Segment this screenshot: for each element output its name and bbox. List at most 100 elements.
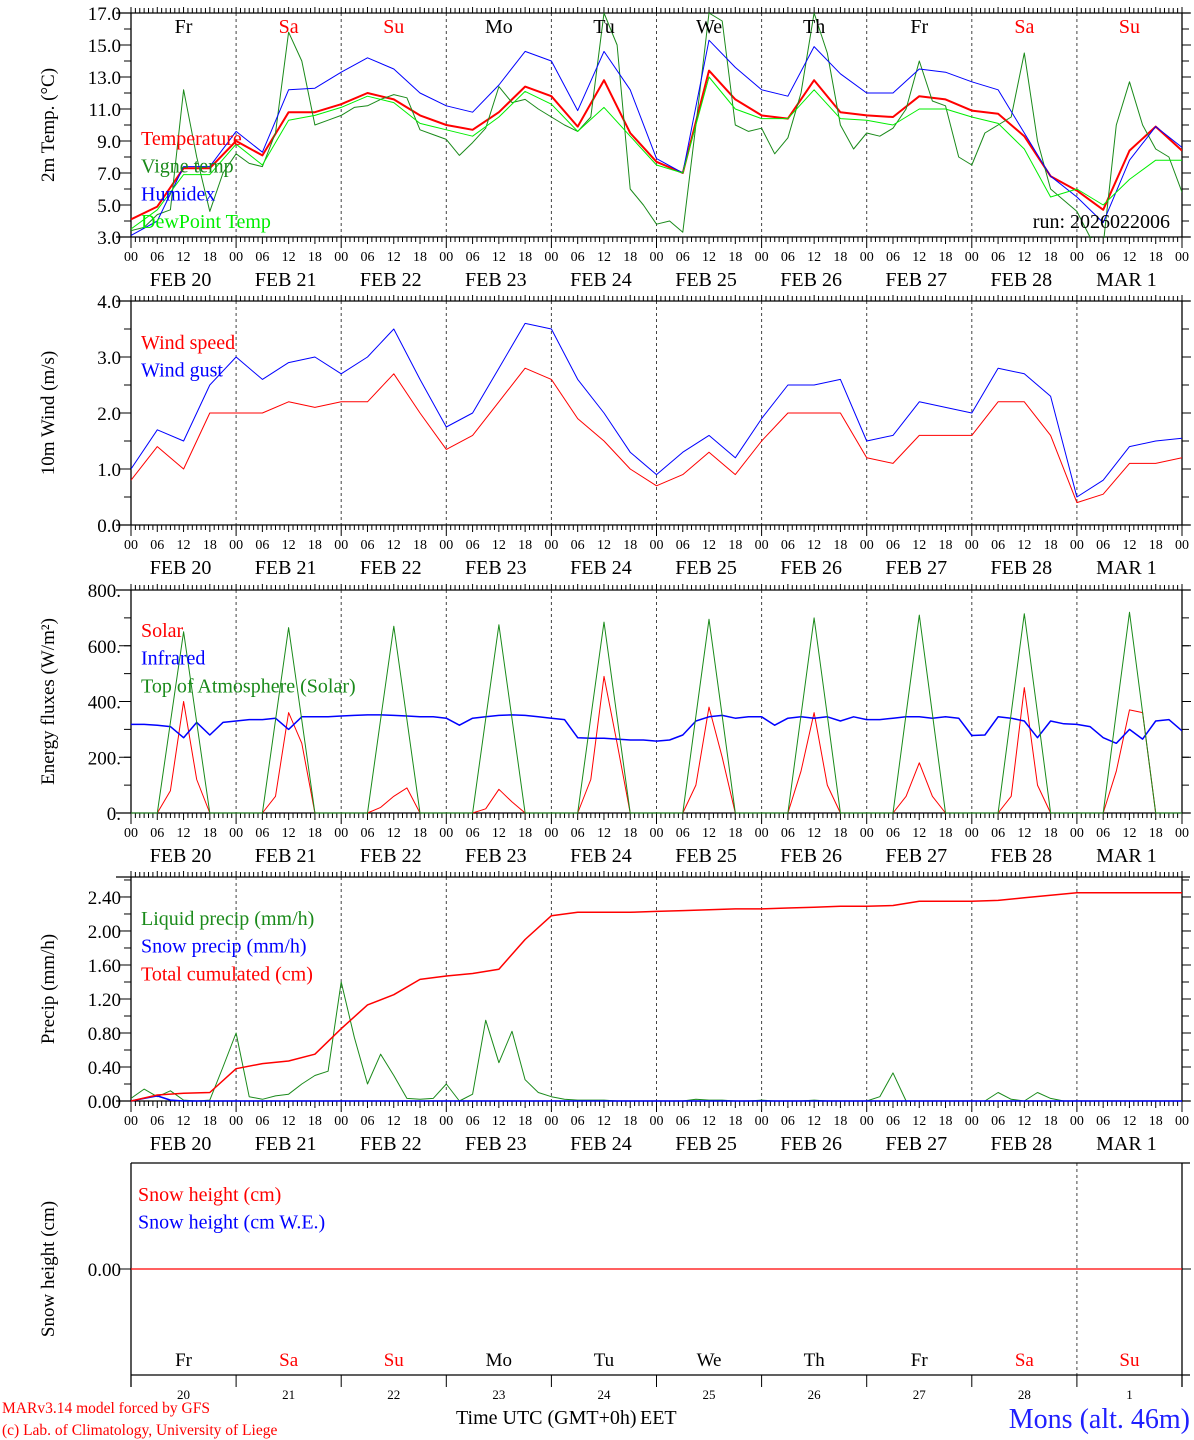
x-hour-label: 12 bbox=[387, 250, 401, 265]
day-number: 24 bbox=[597, 1387, 611, 1402]
x-hour-label: 06 bbox=[466, 250, 480, 265]
x-hour-label: 18 bbox=[833, 538, 847, 553]
x-hour-label: 06 bbox=[781, 538, 795, 553]
day-number: 23 bbox=[492, 1387, 505, 1402]
run-annotation: run: 2026022006 bbox=[1033, 211, 1170, 233]
x-hour-label: 00 bbox=[124, 538, 138, 553]
x-date-label: MAR 1 bbox=[1096, 845, 1157, 867]
x-hour-label: 18 bbox=[308, 1114, 322, 1129]
x-hour-label: 00 bbox=[334, 1114, 348, 1129]
top-day-label: Mo bbox=[485, 16, 513, 38]
day-label: Sa bbox=[279, 1350, 299, 1371]
series-line-vigne-temp bbox=[131, 12, 1182, 238]
x-hour-label: 12 bbox=[282, 826, 296, 841]
x-hour-label: 06 bbox=[676, 250, 690, 265]
panel-precip-mm-h: 00 06 12 18 FEB 20 00 06 12 18 FEB 21 00 06 12 18 FEB … bbox=[38, 871, 1191, 1155]
x-date-label: FEB 28 bbox=[991, 845, 1053, 867]
day-label: Tu bbox=[594, 1350, 615, 1371]
x-hour-label: 18 bbox=[413, 826, 427, 841]
legend-liquid-precip-mm-h: Liquid precip (mm/h) bbox=[141, 908, 314, 930]
y-tick-label: 0.0 bbox=[97, 516, 121, 537]
legend-wind-gust: Wind gust bbox=[141, 360, 223, 382]
series-line-wind-speed bbox=[131, 367, 1182, 504]
x-hour-label: 00 bbox=[439, 250, 453, 265]
x-hour-label: 00 bbox=[860, 250, 874, 265]
x-hour-label: 12 bbox=[597, 538, 611, 553]
top-day-label: We bbox=[696, 16, 722, 38]
x-hour-label: 12 bbox=[807, 250, 821, 265]
x-hour-label: 06 bbox=[571, 538, 585, 553]
day-number: 1 bbox=[1126, 1387, 1133, 1402]
x-hour-label: 12 bbox=[177, 538, 191, 553]
x-hour-label: 06 bbox=[150, 250, 164, 265]
x-date-label: FEB 21 bbox=[255, 1133, 317, 1155]
x-hour-label: 06 bbox=[991, 538, 1005, 553]
x-hour-label: 00 bbox=[650, 250, 664, 265]
day-number: 26 bbox=[808, 1387, 822, 1402]
x-hour-label: 00 bbox=[439, 538, 453, 553]
day-label: Fr bbox=[911, 1350, 929, 1371]
x-date-label: FEB 25 bbox=[675, 557, 737, 579]
x-hour-label: 00 bbox=[229, 250, 243, 265]
x-hour-label: 12 bbox=[492, 826, 506, 841]
x-hour-label: 12 bbox=[1017, 250, 1031, 265]
x-date-label: FEB 26 bbox=[780, 557, 842, 579]
x-hour-label: 18 bbox=[518, 250, 532, 265]
x-hour-label: 06 bbox=[991, 250, 1005, 265]
x-hour-label: 18 bbox=[1149, 826, 1163, 841]
top-day-label: Sa bbox=[1014, 16, 1034, 38]
x-hour-label: 00 bbox=[1175, 826, 1189, 841]
x-hour-label: 00 bbox=[965, 538, 979, 553]
y-axis-label: 10m Wind (m/s) bbox=[38, 351, 59, 476]
y-axis-label: Energy fluxes (W/m²) bbox=[38, 618, 59, 785]
x-hour-label: 18 bbox=[939, 826, 953, 841]
x-hour-label: 12 bbox=[912, 250, 926, 265]
x-date-label: FEB 24 bbox=[570, 1133, 632, 1155]
x-hour-label: 12 bbox=[912, 826, 926, 841]
x-date-label: FEB 25 bbox=[675, 845, 737, 867]
x-hour-label: 18 bbox=[518, 1114, 532, 1129]
x-hour-label: 00 bbox=[1070, 826, 1084, 841]
y-axis-label: 2m Temp. (°C) bbox=[38, 68, 59, 182]
y-tick-label: 1.0 bbox=[97, 460, 121, 481]
x-hour-label: 18 bbox=[203, 538, 217, 553]
x-hour-label: 12 bbox=[702, 826, 716, 841]
x-hour-label: 06 bbox=[886, 538, 900, 553]
x-hour-label: 18 bbox=[833, 826, 847, 841]
y-tick-label: 15.0 bbox=[88, 36, 121, 57]
x-hour-label: 06 bbox=[360, 538, 374, 553]
x-date-label: FEB 27 bbox=[885, 845, 947, 867]
series-line-infrared bbox=[131, 714, 1182, 745]
x-hour-label: 06 bbox=[255, 826, 269, 841]
x-hour-label: 18 bbox=[1149, 538, 1163, 553]
x-hour-label: 00 bbox=[755, 826, 769, 841]
series-line-total-cumulated-cm bbox=[131, 891, 1182, 1102]
y-tick-label: 400. bbox=[88, 693, 121, 714]
x-hour-label: 12 bbox=[912, 538, 926, 553]
panel-snow-height-cm: Fr 20 Sa 21 Su 22 Mo 23 Tu 24 We 25 Th 26 Fr 27 Sa 28 Su 1 0… bbox=[38, 1162, 1191, 1402]
series-group bbox=[131, 891, 1182, 1102]
x-hour-label: 00 bbox=[124, 1114, 138, 1129]
x-date-label: FEB 21 bbox=[255, 269, 317, 291]
model-credit: MARv3.14 model forced by GFS bbox=[2, 1400, 210, 1417]
legend-solar: Solar bbox=[141, 620, 184, 642]
x-hour-label: 06 bbox=[676, 1114, 690, 1129]
x-hour-label: 00 bbox=[334, 826, 348, 841]
y-axis-label: Snow height (cm) bbox=[38, 1201, 59, 1337]
series-line-snow-precip-mm-h bbox=[131, 1095, 1182, 1102]
x-date-label: FEB 23 bbox=[465, 269, 527, 291]
x-hour-label: 00 bbox=[755, 1114, 769, 1129]
x-hour-label: 06 bbox=[150, 1114, 164, 1129]
x-date-label: FEB 25 bbox=[675, 1133, 737, 1155]
x-hour-label: 00 bbox=[1175, 1114, 1189, 1129]
x-hour-label: 00 bbox=[1175, 538, 1189, 553]
day-label: Su bbox=[1119, 1350, 1140, 1371]
day-number: 20 bbox=[177, 1387, 190, 1402]
x-hour-label: 18 bbox=[203, 1114, 217, 1129]
x-hour-label: 06 bbox=[991, 1114, 1005, 1129]
x-hour-label: 18 bbox=[308, 826, 322, 841]
day-number: 22 bbox=[387, 1387, 400, 1402]
series-group bbox=[131, 12, 1182, 238]
x-hour-label: 12 bbox=[387, 538, 401, 553]
